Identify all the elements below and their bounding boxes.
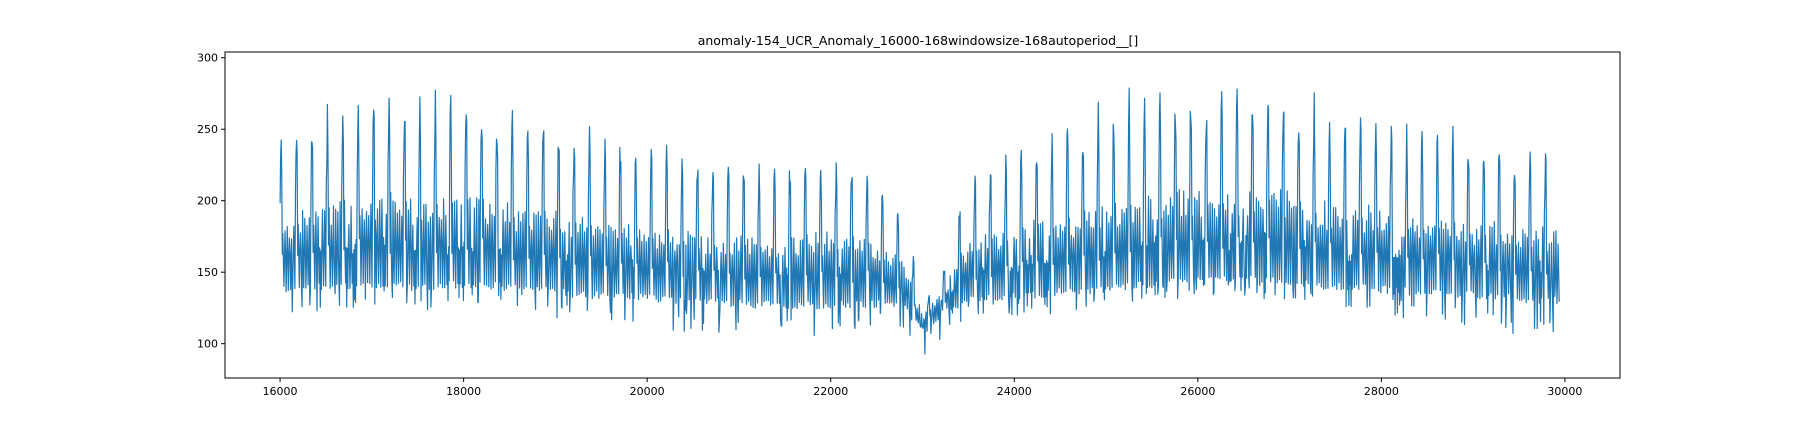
x-tick-label: 28000 (1364, 385, 1399, 398)
x-tick-label: 26000 (1180, 385, 1215, 398)
y-axis: 100 150 200 250 300 (197, 52, 225, 351)
plot-area (279, 87, 1560, 355)
x-tick-label: 18000 (446, 385, 481, 398)
x-tick-label: 22000 (813, 385, 848, 398)
y-tick-label: 200 (197, 195, 218, 208)
y-tick-label: 100 (197, 338, 218, 351)
x-tick-label: 30000 (1547, 385, 1582, 398)
x-tick-label: 16000 (263, 385, 298, 398)
plot-frame (224, 51, 1621, 379)
series-line (279, 87, 1560, 355)
x-tick-label: 20000 (630, 385, 665, 398)
y-tick-label: 300 (197, 52, 218, 65)
x-tick-label: 24000 (997, 385, 1032, 398)
chart-title: anomaly-154_UCR_Anomaly_16000-168windows… (698, 33, 1139, 48)
y-tick-label: 150 (197, 266, 218, 279)
y-tick-label: 250 (197, 123, 218, 136)
x-axis: 16000 18000 20000 22000 24000 26000 28000 30000 (263, 378, 1582, 398)
